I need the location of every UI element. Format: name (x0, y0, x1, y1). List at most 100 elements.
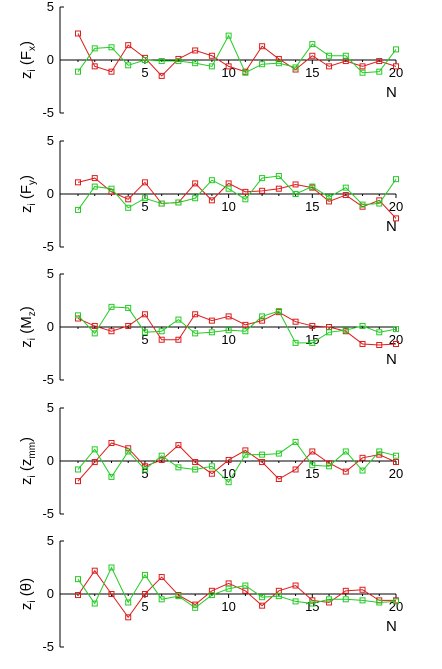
data-point (125, 599, 132, 606)
data-point (259, 602, 266, 609)
data-point (192, 180, 199, 187)
data-point (75, 478, 81, 485)
data-point (242, 321, 249, 328)
data-point (292, 438, 299, 445)
panel-4: 5 0 -5 5 10 15 20 zi (zmm) (18, 400, 403, 521)
panel-2: 5 0 -5 5 10 15 20 Nzi (Fy) (18, 133, 403, 254)
data-point (141, 179, 148, 186)
data-point (326, 198, 333, 205)
data-point (376, 68, 383, 75)
data-point (225, 185, 232, 192)
data-point (141, 329, 148, 336)
data-point (393, 176, 399, 183)
data-point (192, 311, 199, 318)
data-point (108, 68, 115, 75)
data-point (342, 468, 349, 475)
data-point (275, 55, 282, 62)
data-point (208, 63, 215, 70)
data-point (75, 30, 81, 37)
data-point (91, 63, 98, 70)
y-axis-label-part: z (27, 311, 38, 316)
y-axis-label-part: i (27, 338, 38, 340)
y-tick-label: -5 (42, 506, 54, 521)
data-point (108, 439, 115, 446)
data-point (242, 451, 249, 458)
data-point (292, 339, 299, 346)
y-axis-label-part: z (18, 206, 35, 214)
data-point (141, 57, 148, 63)
y-axis-label-part: (F (18, 51, 35, 69)
y-tick-label: 5 (47, 133, 54, 148)
data-point (259, 61, 266, 68)
y-axis-label-part: i (27, 69, 38, 71)
data-point (75, 68, 81, 75)
data-point (91, 600, 98, 607)
data-point (125, 196, 132, 203)
y-axis-label-part: y (27, 180, 38, 185)
data-point (275, 60, 282, 67)
data-point (192, 604, 199, 611)
x-tick-label: 15 (305, 466, 319, 481)
data-point (309, 600, 316, 607)
y-axis-label-part: z (18, 478, 35, 486)
x-axis-label: N (386, 218, 397, 235)
y-tick-label: -5 (42, 105, 54, 120)
data-point (208, 52, 215, 59)
data-point (326, 329, 333, 336)
data-point (158, 200, 165, 207)
data-point (208, 329, 215, 336)
x-tick-label: 15 (305, 65, 319, 80)
data-point (158, 336, 165, 343)
data-point (175, 464, 182, 471)
data-point (208, 470, 215, 477)
data-point (91, 175, 98, 182)
y-axis-label-part: ) (18, 306, 35, 311)
data-point (275, 172, 282, 179)
y-tick-label: 5 (47, 533, 54, 548)
data-point (393, 215, 399, 222)
data-point (192, 195, 199, 202)
data-point (359, 322, 366, 329)
y-axis-label-part: ) (18, 41, 35, 46)
data-point (242, 69, 249, 76)
data-point (125, 304, 132, 311)
x-axis-label: N (386, 351, 397, 368)
data-point (309, 448, 316, 455)
data-point (125, 62, 132, 69)
data-point (91, 446, 98, 453)
data-point (125, 204, 132, 211)
data-point (393, 340, 399, 347)
y-axis-label-part: mm (27, 442, 38, 459)
y-axis-label: zi (Mz) (18, 306, 38, 347)
data-point (91, 322, 98, 329)
data-point (158, 574, 165, 581)
data-point (359, 340, 366, 347)
y-axis-label-part: (z (18, 459, 35, 476)
data-point (259, 459, 266, 466)
x-axis-label: N (386, 618, 397, 635)
y-tick-label: 5 (47, 266, 54, 281)
data-point (141, 195, 148, 202)
data-point (359, 63, 366, 70)
data-point (208, 197, 215, 204)
x-tick-label: 10 (221, 65, 235, 80)
data-point (359, 454, 366, 461)
data-point (175, 58, 182, 65)
data-point (376, 599, 383, 606)
data-point (376, 200, 383, 207)
y-axis-label-part: (M (18, 316, 35, 338)
data-point (342, 192, 349, 199)
data-point (208, 177, 215, 184)
data-point (75, 592, 81, 599)
data-point (259, 43, 266, 50)
data-point (359, 201, 366, 208)
data-point (275, 185, 282, 192)
data-point (326, 460, 333, 467)
x-tick-label: 20 (389, 466, 403, 481)
x-tick-label: 5 (141, 466, 148, 481)
data-point (108, 473, 115, 480)
data-point (376, 342, 383, 349)
data-point (141, 591, 148, 597)
x-tick-label: 5 (141, 332, 148, 347)
data-point (192, 60, 199, 67)
